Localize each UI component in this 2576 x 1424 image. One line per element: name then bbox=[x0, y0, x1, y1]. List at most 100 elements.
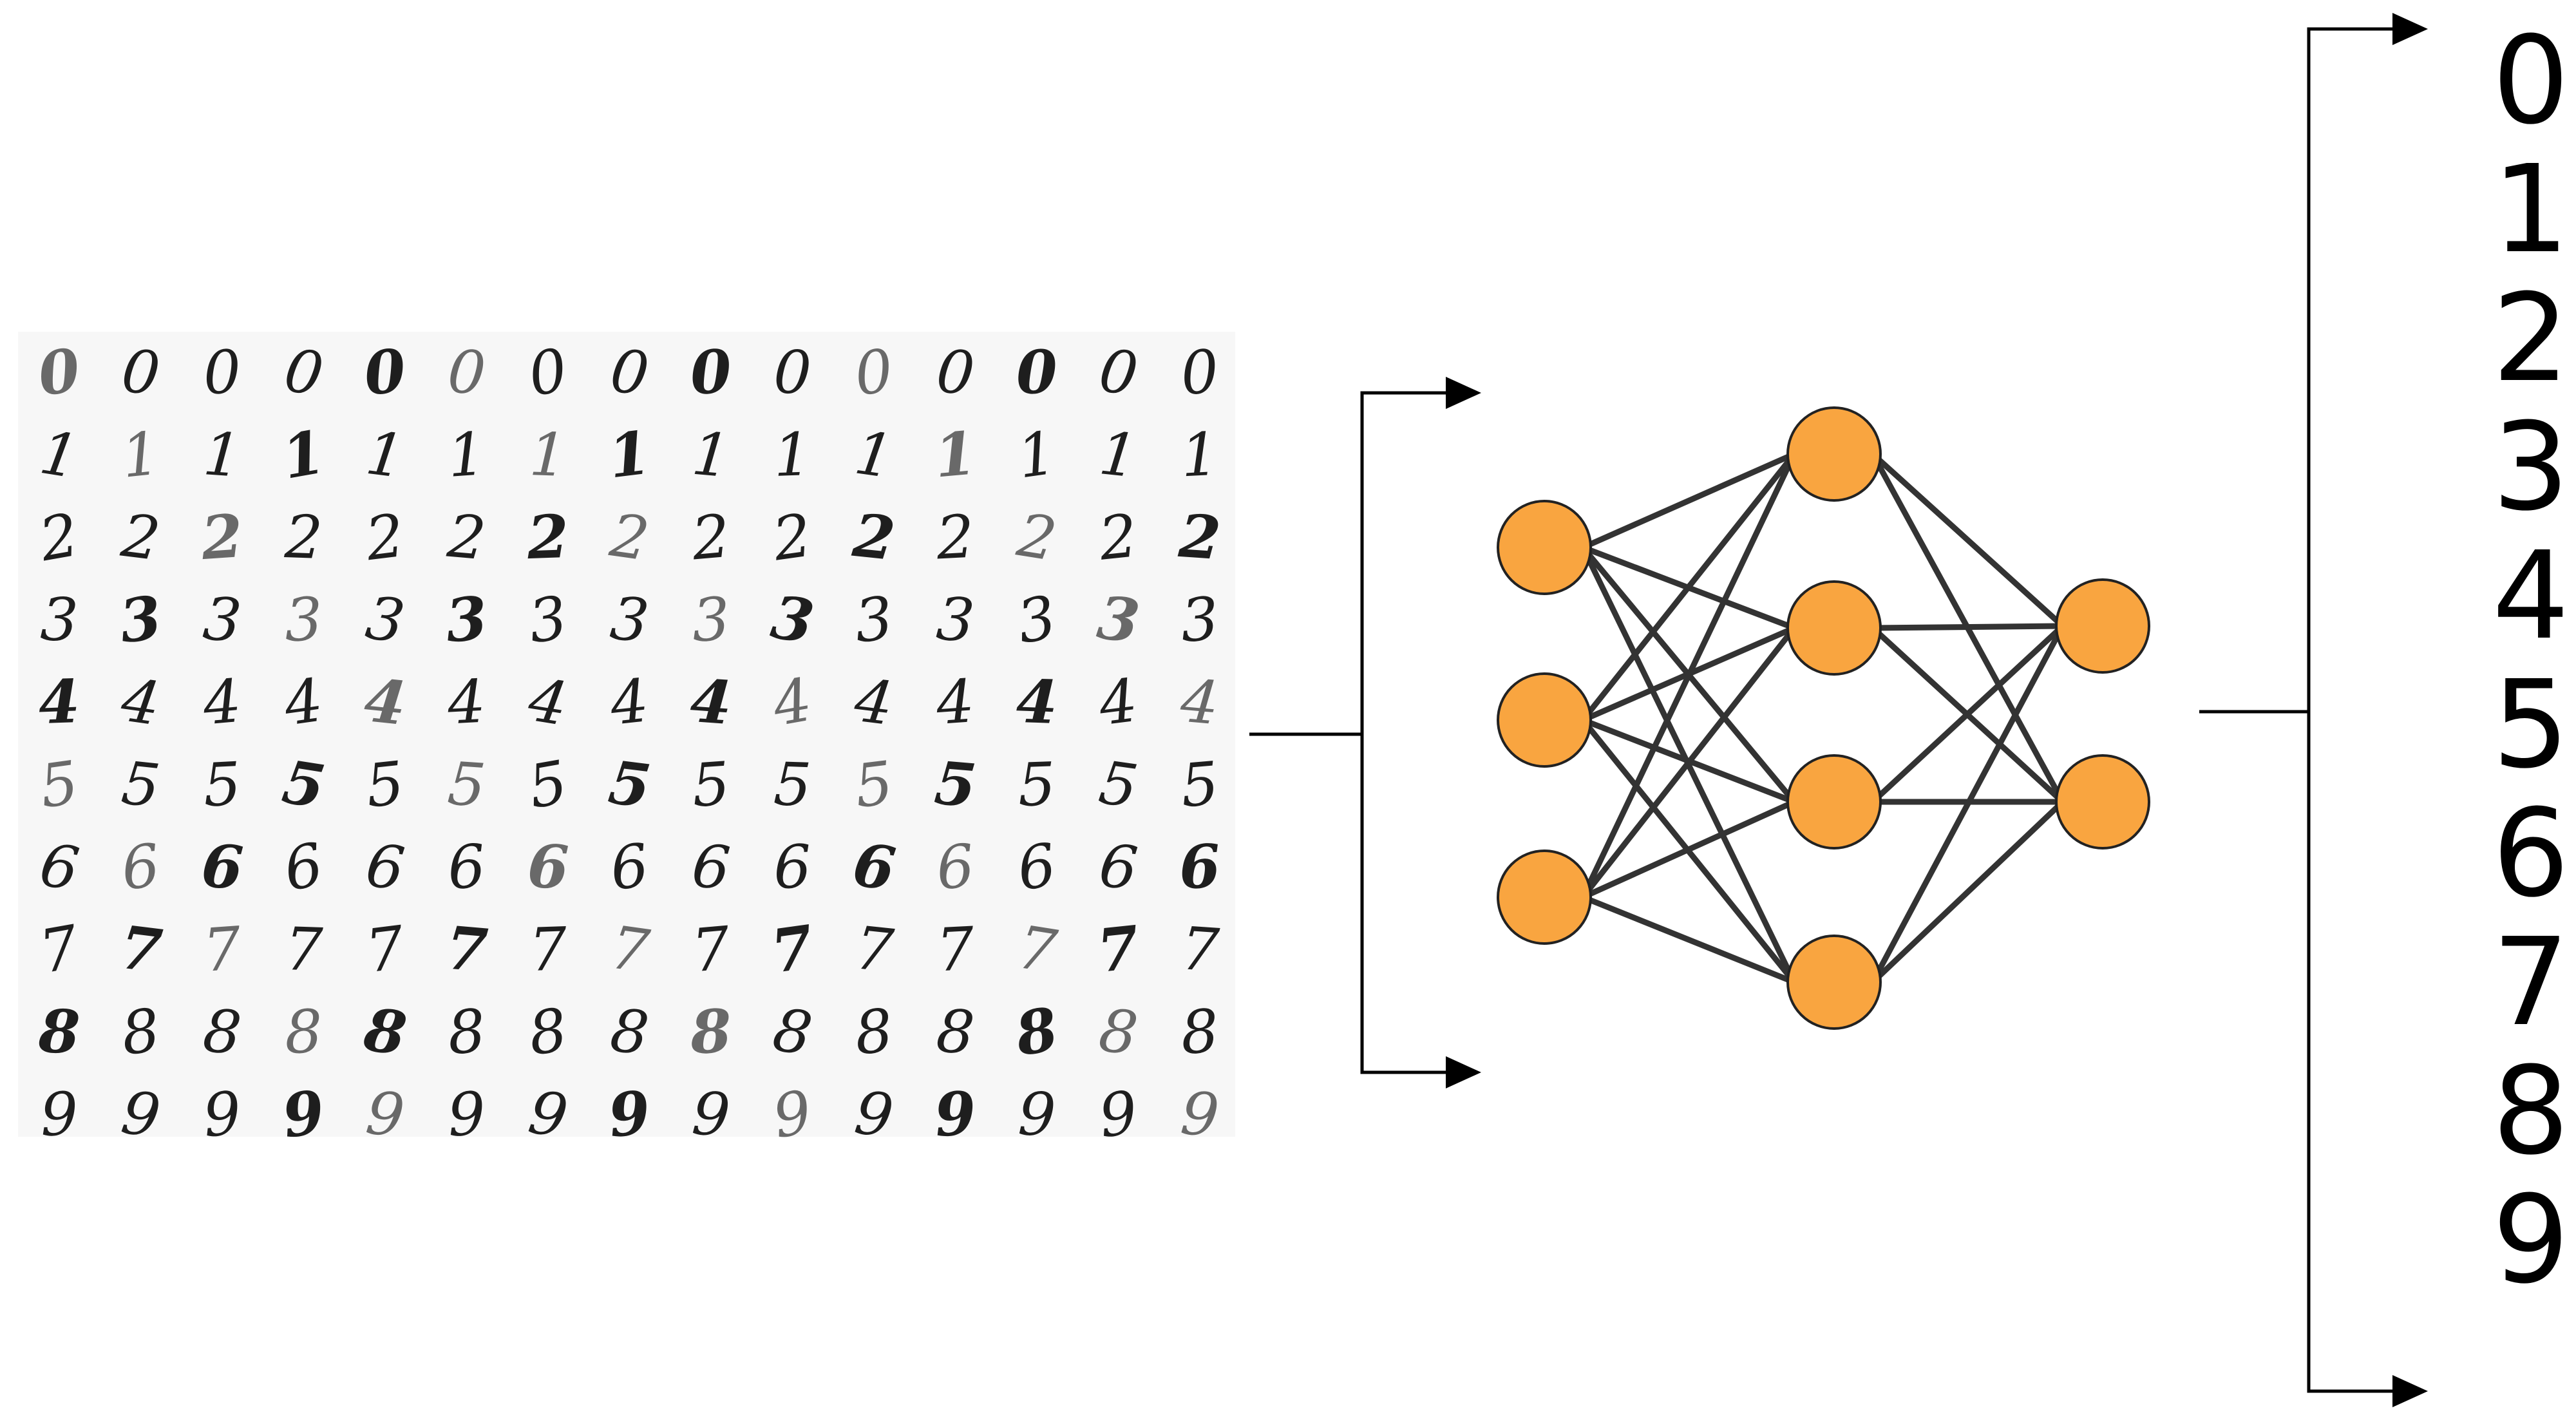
grid-digit: 3 bbox=[200, 584, 244, 656]
grid-digit: 8 bbox=[607, 996, 652, 1068]
grid-digit: 1 bbox=[605, 418, 654, 492]
grid-digit: 9 bbox=[200, 1079, 244, 1151]
grid-digit: 5 bbox=[772, 750, 812, 820]
grid-digit: 3 bbox=[934, 584, 977, 656]
output-label-0: 0 bbox=[2492, 10, 2570, 151]
grid-digit: 2 bbox=[361, 501, 408, 574]
grid-digit: 6 bbox=[526, 831, 570, 902]
grid-digit: 9 bbox=[1178, 1079, 1222, 1151]
grid-digit: 0 bbox=[446, 337, 488, 408]
network-neurons bbox=[1497, 406, 2150, 1030]
output-label-2: 2 bbox=[2492, 268, 2570, 409]
network-connection bbox=[1580, 451, 1797, 551]
grid-digit: 2 bbox=[934, 502, 976, 573]
grid-digit: 5 bbox=[690, 749, 732, 821]
grid-digit: 1 bbox=[201, 419, 243, 491]
network-connection bbox=[1580, 894, 1797, 985]
grid-digit: 0 bbox=[688, 336, 734, 408]
grid-digit: 7 bbox=[934, 915, 976, 985]
grid-digit: 4 bbox=[1095, 666, 1141, 739]
grid-digit: 3 bbox=[443, 583, 490, 656]
grid-digit: 8 bbox=[37, 996, 81, 1067]
grid-digit: 9 bbox=[851, 1078, 897, 1151]
grid-digit: 1 bbox=[528, 420, 568, 490]
neuron bbox=[2055, 578, 2150, 674]
grid-digit: 0 bbox=[772, 337, 812, 408]
grid-digit: 5 bbox=[851, 748, 896, 821]
grid-digit: 5 bbox=[363, 748, 407, 821]
grid-digit: 2 bbox=[768, 500, 816, 574]
output-label-9: 9 bbox=[2492, 1170, 2570, 1311]
grid-digit: 0 bbox=[34, 335, 84, 410]
output-label-3: 3 bbox=[2492, 397, 2570, 538]
output-label-8: 8 bbox=[2492, 1041, 2570, 1182]
grid-digit: 2 bbox=[526, 502, 570, 573]
grid-digit: 9 bbox=[39, 1079, 79, 1150]
grid-digit: 5 bbox=[202, 750, 243, 821]
grid-digit: 3 bbox=[39, 585, 79, 655]
grid-digit: 2 bbox=[688, 502, 733, 574]
grid-digit: 8 bbox=[688, 996, 734, 1067]
input-arrow-bottom-icon bbox=[1446, 1056, 1481, 1088]
network-connection bbox=[1580, 625, 1797, 900]
grid-digit: 7 bbox=[201, 914, 243, 985]
output-bracket-line bbox=[2307, 27, 2396, 1393]
output-bracket bbox=[2199, 13, 2428, 1407]
grid-digit: 0 bbox=[934, 337, 978, 409]
network-connection bbox=[1580, 799, 1797, 900]
grid-digit: 2 bbox=[1095, 501, 1141, 574]
grid-digit: 4 bbox=[1015, 667, 1059, 737]
grid-digit: 5 bbox=[1017, 750, 1057, 820]
grid-digit: 3 bbox=[851, 584, 896, 656]
grid-digit: 6 bbox=[934, 831, 978, 904]
network-connection bbox=[1870, 623, 2066, 631]
grid-digit: 6 bbox=[849, 830, 899, 904]
grid-digit: 6 bbox=[1177, 831, 1222, 902]
input-bracket-line bbox=[1360, 391, 1449, 1074]
grid-digit: 6 bbox=[607, 831, 652, 904]
grid-digit: 9 bbox=[933, 1078, 978, 1150]
grid-digit: 1 bbox=[1096, 419, 1141, 491]
grid-digit: 8 bbox=[359, 994, 410, 1069]
grid-digit: 2 bbox=[117, 501, 164, 574]
grid-digit: 8 bbox=[934, 996, 977, 1068]
grid-digit: 7 bbox=[1094, 913, 1142, 986]
grid-digit: 1 bbox=[689, 419, 733, 491]
grid-digit: 4 bbox=[445, 667, 487, 738]
grid-digit: 6 bbox=[445, 831, 488, 903]
grid-digit: 8 bbox=[283, 997, 323, 1067]
network-connection bbox=[1870, 799, 2066, 985]
grid-digit: 7 bbox=[528, 915, 569, 985]
grid-digit: 4 bbox=[607, 666, 652, 739]
grid-digit: 1 bbox=[932, 418, 979, 491]
grid-digit: 7 bbox=[116, 913, 166, 987]
grid-digit: 3 bbox=[1094, 583, 1143, 657]
network-connection bbox=[1870, 451, 2066, 629]
output-label-4: 4 bbox=[2492, 526, 2570, 667]
grid-digit: 5 bbox=[446, 749, 488, 821]
grid-digit: 7 bbox=[851, 913, 896, 986]
grid-digit: 4 bbox=[933, 667, 976, 738]
grid-digit: 0 bbox=[1015, 337, 1059, 408]
neuron bbox=[1497, 500, 1592, 595]
output-arrow-bottom-icon bbox=[2392, 1375, 2428, 1407]
grid-digit: 2 bbox=[605, 500, 653, 574]
grid-digit: 3 bbox=[690, 585, 732, 656]
grid-digit: 9 bbox=[690, 1079, 732, 1150]
grid-digit: 0 bbox=[202, 337, 243, 408]
grid-digit: 2 bbox=[198, 501, 245, 573]
grid-digit: 1 bbox=[445, 419, 488, 491]
grid-digit: 2 bbox=[283, 502, 323, 573]
grid-digit: 8 bbox=[118, 996, 164, 1068]
grid-digit: 5 bbox=[118, 748, 163, 821]
grid-digit: 9 bbox=[605, 1077, 654, 1151]
network-connections bbox=[1580, 451, 2066, 985]
grid-digit: 7 bbox=[689, 914, 733, 986]
grid-digit: 4 bbox=[117, 665, 164, 739]
grid-digit: 4 bbox=[1177, 667, 1222, 739]
grid-digit: 3 bbox=[116, 583, 166, 657]
grid-digit: 9 bbox=[278, 1077, 328, 1152]
neuron bbox=[2055, 754, 2150, 850]
